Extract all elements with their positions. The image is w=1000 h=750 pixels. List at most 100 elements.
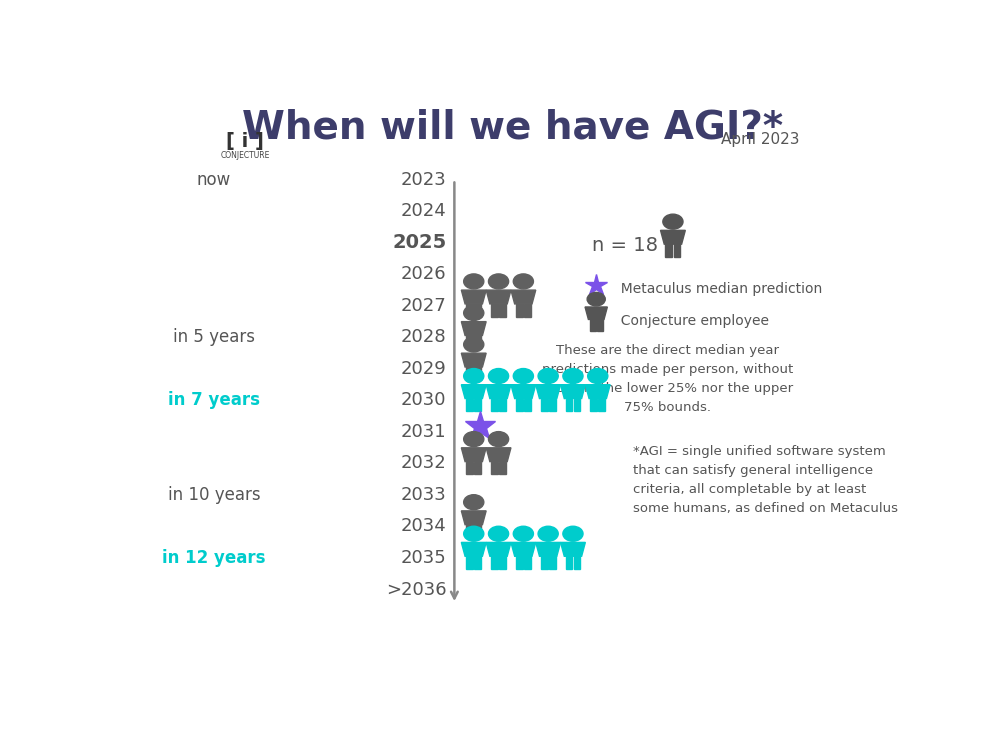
Polygon shape [536,542,561,556]
Circle shape [663,214,683,230]
Circle shape [464,526,484,542]
Polygon shape [466,304,473,316]
Polygon shape [491,398,498,411]
Circle shape [488,431,509,447]
Circle shape [588,368,608,383]
Polygon shape [566,398,572,411]
Polygon shape [466,525,473,538]
Polygon shape [561,542,585,556]
Text: 2029: 2029 [401,360,447,378]
Polygon shape [486,448,511,462]
Polygon shape [461,448,486,462]
Polygon shape [466,367,473,380]
Circle shape [488,526,509,542]
Text: These are the direct median year
predictions made per person, without
showing th: These are the direct median year predict… [541,344,794,414]
Polygon shape [590,398,597,411]
Text: CONJECTURE: CONJECTURE [220,151,270,160]
Polygon shape [511,385,536,398]
Text: in 5 years: in 5 years [173,328,255,346]
Polygon shape [461,290,486,304]
Polygon shape [524,304,531,316]
Polygon shape [461,511,486,525]
Text: Metaculus median prediction: Metaculus median prediction [612,282,822,296]
Polygon shape [524,556,531,569]
Polygon shape [585,307,607,320]
Text: now: now [197,170,231,188]
Text: Conjecture employee: Conjecture employee [612,314,769,328]
Polygon shape [486,290,511,304]
Circle shape [538,368,558,383]
Polygon shape [499,398,506,411]
Text: 2035: 2035 [401,549,447,567]
Circle shape [464,431,484,447]
Circle shape [513,526,533,542]
Polygon shape [574,556,580,569]
Polygon shape [541,556,548,569]
Text: April 2023: April 2023 [721,131,800,146]
Text: 2023: 2023 [401,170,447,188]
Polygon shape [566,556,572,569]
Polygon shape [461,322,486,335]
Polygon shape [499,304,506,316]
Text: [ i ]: [ i ] [226,133,264,152]
Text: 2026: 2026 [401,266,447,284]
Polygon shape [474,525,481,538]
Circle shape [587,292,605,306]
Text: 2027: 2027 [401,297,447,315]
Text: in 10 years: in 10 years [168,486,260,504]
Polygon shape [466,556,473,569]
Polygon shape [499,462,506,474]
Polygon shape [474,367,481,380]
Polygon shape [516,556,523,569]
Polygon shape [674,244,680,257]
Text: 2024: 2024 [401,202,447,220]
Polygon shape [590,320,596,331]
Circle shape [538,526,558,542]
Polygon shape [511,290,536,304]
Polygon shape [661,230,685,244]
Text: When will we have AGI?*: When will we have AGI?* [242,109,783,146]
Circle shape [464,495,484,510]
Polygon shape [597,320,603,331]
Polygon shape [516,398,523,411]
Circle shape [488,274,509,289]
Polygon shape [561,385,585,398]
Text: 2030: 2030 [401,392,447,410]
Circle shape [563,526,583,542]
Text: n = 18: n = 18 [592,236,658,256]
Polygon shape [466,462,473,474]
Polygon shape [491,462,498,474]
Polygon shape [486,542,511,556]
Text: in 12 years: in 12 years [162,549,266,567]
Polygon shape [461,353,486,367]
Circle shape [464,337,484,352]
Circle shape [563,368,583,383]
Polygon shape [598,398,605,411]
Polygon shape [541,398,548,411]
Polygon shape [585,385,610,398]
Polygon shape [549,556,556,569]
Polygon shape [491,556,498,569]
Polygon shape [474,304,481,316]
Circle shape [464,305,484,320]
Text: 2025: 2025 [392,233,447,252]
Polygon shape [466,335,473,348]
Polygon shape [516,304,523,316]
Polygon shape [511,542,536,556]
Circle shape [464,368,484,383]
Circle shape [464,274,484,289]
Circle shape [513,274,533,289]
Polygon shape [474,556,481,569]
Circle shape [488,368,509,383]
Circle shape [513,368,533,383]
Polygon shape [549,398,556,411]
Text: 2033: 2033 [401,486,447,504]
Polygon shape [536,385,561,398]
Text: *AGI = single unified software system
that can satisfy general intelligence
crit: *AGI = single unified software system th… [633,446,898,515]
Text: 2034: 2034 [401,518,447,536]
Polygon shape [474,398,481,411]
Polygon shape [466,398,473,411]
Text: in 7 years: in 7 years [168,392,260,410]
Polygon shape [461,385,486,398]
Polygon shape [486,385,511,398]
